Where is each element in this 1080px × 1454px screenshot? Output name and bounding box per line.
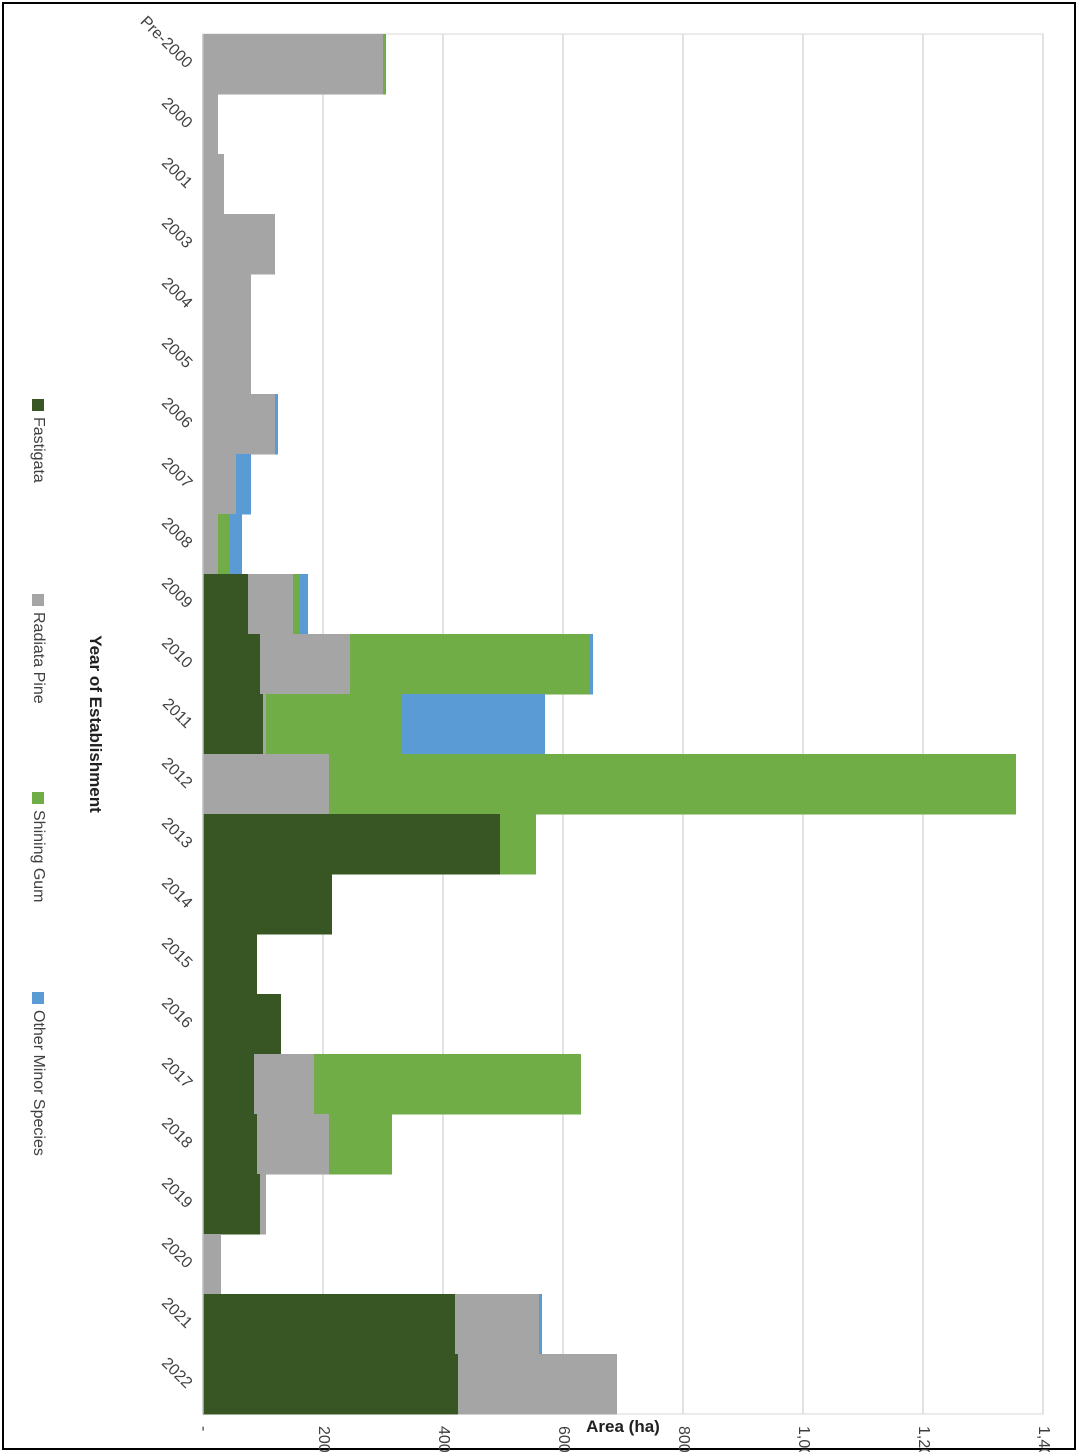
bar-fastigata — [203, 874, 332, 935]
bar-fastigata — [203, 694, 263, 755]
x-tick-label: 2005 — [158, 335, 195, 372]
bar-radiata-pine — [257, 1114, 329, 1175]
x-tick-label: 2016 — [158, 995, 195, 1032]
bar-radiata-pine — [458, 1354, 617, 1415]
bar-other-minor-species — [299, 574, 308, 635]
bar-radiata-pine — [203, 454, 236, 515]
x-tick-label: 2014 — [158, 875, 195, 912]
x-tick-label: 2015 — [158, 935, 195, 972]
bar-radiata-pine — [203, 214, 275, 275]
legend-label: Radiata Pine — [30, 612, 47, 704]
bar-fastigata — [203, 1354, 458, 1415]
bar-fastigata — [203, 814, 500, 875]
bar-other-minor-species — [401, 694, 545, 755]
y-tick-label: 400 — [435, 1426, 452, 1452]
bar-fastigata — [203, 934, 257, 995]
legend-label: Fastigata — [30, 417, 47, 483]
legend: Fastigata Radiata Pine Shining Gum Other Mi… — [30, 399, 47, 1156]
x-tick-label: 2001 — [158, 155, 195, 192]
x-tick-label: 2007 — [158, 455, 195, 492]
x-tick-label: 2018 — [158, 1115, 195, 1152]
bar-radiata-pine — [203, 514, 218, 575]
x-tick-label: 2021 — [158, 1295, 195, 1332]
y-tick-label: 200 — [315, 1426, 332, 1452]
bar-shining-gum — [293, 574, 299, 635]
bar-radiata-pine — [455, 1294, 539, 1355]
bar-fastigata — [203, 1294, 455, 1355]
y-tick-label: - — [195, 1426, 212, 1431]
y-tick-label: 600 — [555, 1426, 572, 1452]
x-tick-label: 2003 — [158, 215, 195, 252]
bar-shining-gum — [350, 634, 590, 695]
bar-shining-gum — [329, 1114, 392, 1175]
bar-radiata-pine — [260, 634, 350, 695]
bar-radiata-pine — [203, 154, 224, 215]
y-axis-title: Area (ha) — [586, 1417, 660, 1436]
legend-label: Other Minor Species — [30, 1010, 47, 1156]
bar-radiata-pine — [203, 274, 251, 335]
bar-fastigata — [203, 994, 281, 1055]
x-tick-label: 2019 — [158, 1175, 195, 1212]
bar-shining-gum — [383, 34, 386, 95]
bar-other-minor-species — [236, 454, 251, 515]
legend-swatch-radiata-pine — [32, 594, 44, 606]
bar-fastigata — [203, 1174, 260, 1235]
y-tick-label: 1,400 — [1035, 1426, 1052, 1452]
bar-radiata-pine — [260, 1174, 266, 1235]
legend-label: Shining Gum — [30, 810, 47, 903]
bar-radiata-pine — [248, 574, 293, 635]
bar-fastigata — [203, 574, 248, 635]
bar-shining-gum — [218, 514, 230, 575]
x-tick-label: 2006 — [158, 395, 195, 432]
bar-shining-gum — [266, 694, 401, 755]
bar-radiata-pine — [203, 94, 218, 155]
y-tick-label: 800 — [675, 1426, 692, 1452]
bar-radiata-pine — [203, 34, 383, 95]
x-tick-label: 2017 — [158, 1055, 195, 1092]
legend-swatch-other-minor-species — [32, 992, 44, 1004]
bar-shining-gum — [314, 1054, 581, 1115]
bar-other-minor-species — [590, 634, 593, 695]
y-tick-label: 1,200 — [915, 1426, 932, 1452]
bar-other-minor-species — [230, 514, 242, 575]
legend-swatch-fastigata — [32, 399, 44, 411]
x-tick-label: 2004 — [158, 275, 195, 312]
x-tick-label: 2009 — [158, 575, 195, 612]
chart-rotated-group: - 200 400 600 800 1,000 1,200 1,400 Pre-2000 2000… — [30, 13, 1052, 1452]
bar-radiata-pine — [203, 754, 329, 815]
bar-fastigata — [203, 1114, 257, 1175]
bar-fastigata — [203, 634, 260, 695]
bar-radiata-pine — [203, 394, 275, 455]
bar-shining-gum — [500, 814, 536, 875]
bar-radiata-pine — [203, 334, 251, 395]
bars — [203, 34, 1016, 1415]
bar-radiata-pine — [254, 1054, 314, 1115]
bar-other-minor-species — [275, 394, 278, 455]
x-axis-title: Year of Establishment — [86, 635, 105, 813]
legend-swatch-shining-gum — [32, 792, 44, 804]
x-tick-label: 2013 — [158, 815, 195, 852]
x-tick-label: 2012 — [158, 755, 195, 792]
y-tick-label: 1,000 — [795, 1426, 812, 1452]
x-tick-label: Pre-2000 — [137, 13, 196, 72]
x-tick-label: 2022 — [158, 1355, 195, 1392]
stacked-bar-chart: - 200 400 600 800 1,000 1,200 1,400 Pre-2000 2000… — [30, 13, 1052, 1452]
x-tick-label: 2011 — [159, 695, 195, 731]
x-tick-label: 2008 — [158, 515, 195, 552]
x-tick-label: 2020 — [158, 1235, 195, 1272]
x-tick-label: 2010 — [158, 635, 195, 672]
bar-other-minor-species — [539, 1294, 542, 1355]
bar-fastigata — [203, 1054, 254, 1115]
bar-radiata-pine — [263, 694, 266, 755]
bar-shining-gum — [329, 754, 1016, 815]
bar-radiata-pine — [203, 1234, 221, 1295]
x-tick-label: 2000 — [158, 95, 195, 132]
